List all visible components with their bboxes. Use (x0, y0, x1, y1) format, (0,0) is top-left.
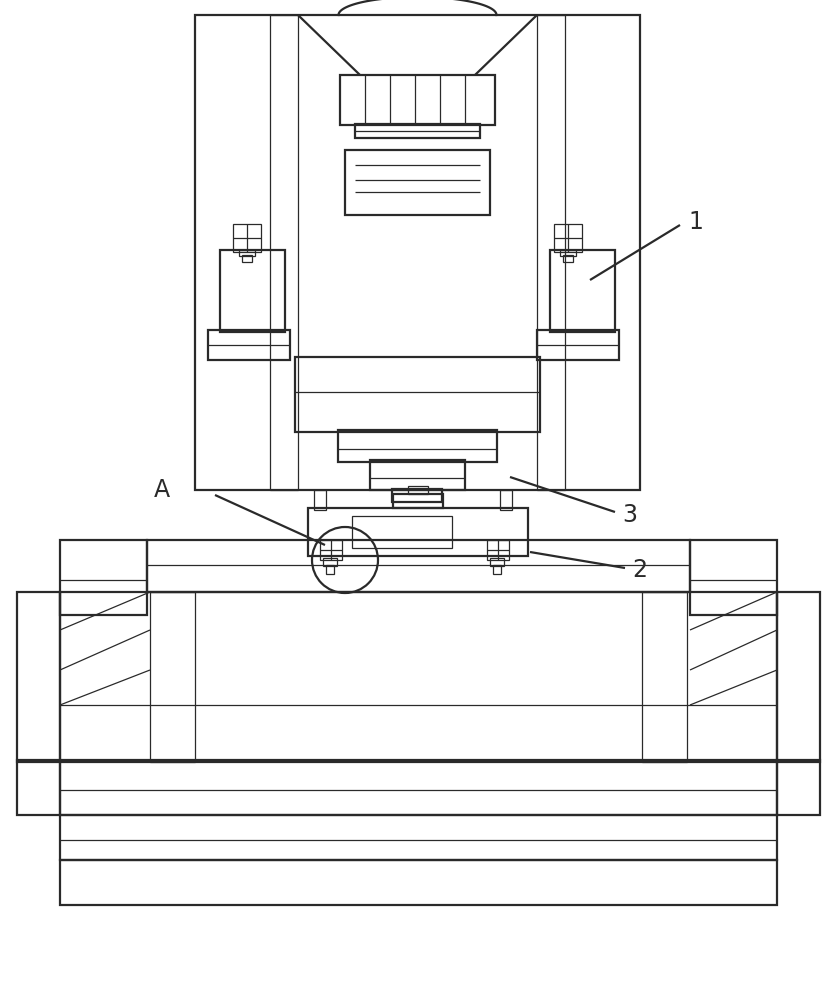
Bar (642, 592, 687, 762)
Bar (560, 250, 576, 256)
Bar (314, 490, 326, 510)
Bar (370, 460, 465, 490)
Bar (326, 565, 334, 574)
Bar (393, 494, 443, 508)
Bar (550, 250, 615, 332)
Bar (338, 430, 497, 462)
Bar (352, 516, 452, 548)
Text: 2: 2 (632, 558, 647, 582)
Bar (777, 760, 820, 815)
Bar (408, 486, 428, 494)
Bar (208, 330, 290, 360)
Bar (493, 565, 501, 574)
Bar (60, 592, 777, 762)
Bar (220, 250, 285, 332)
Bar (340, 75, 495, 125)
Text: A: A (154, 478, 170, 502)
Bar (490, 558, 504, 566)
Bar (150, 592, 195, 762)
Bar (17, 760, 60, 815)
Bar (295, 357, 540, 432)
Bar (777, 592, 820, 762)
Bar (563, 255, 573, 262)
Bar (554, 224, 582, 252)
Bar (60, 815, 777, 860)
Bar (60, 760, 777, 815)
Bar (500, 490, 512, 510)
Bar (239, 250, 255, 256)
Bar (60, 540, 147, 615)
Bar (355, 124, 480, 138)
Bar (242, 255, 252, 262)
Bar (195, 15, 640, 490)
Text: 3: 3 (622, 503, 637, 527)
Bar (323, 558, 337, 566)
Bar (308, 508, 528, 556)
Bar (690, 540, 777, 615)
Bar (60, 860, 777, 905)
Bar (320, 540, 342, 560)
Bar (147, 540, 690, 592)
Bar (17, 592, 60, 762)
Bar (537, 15, 565, 490)
Bar (233, 224, 261, 252)
Text: 1: 1 (688, 210, 703, 234)
Bar (487, 540, 509, 560)
Bar (537, 330, 619, 360)
Bar (345, 150, 490, 215)
Bar (392, 489, 442, 502)
Bar (270, 15, 298, 490)
